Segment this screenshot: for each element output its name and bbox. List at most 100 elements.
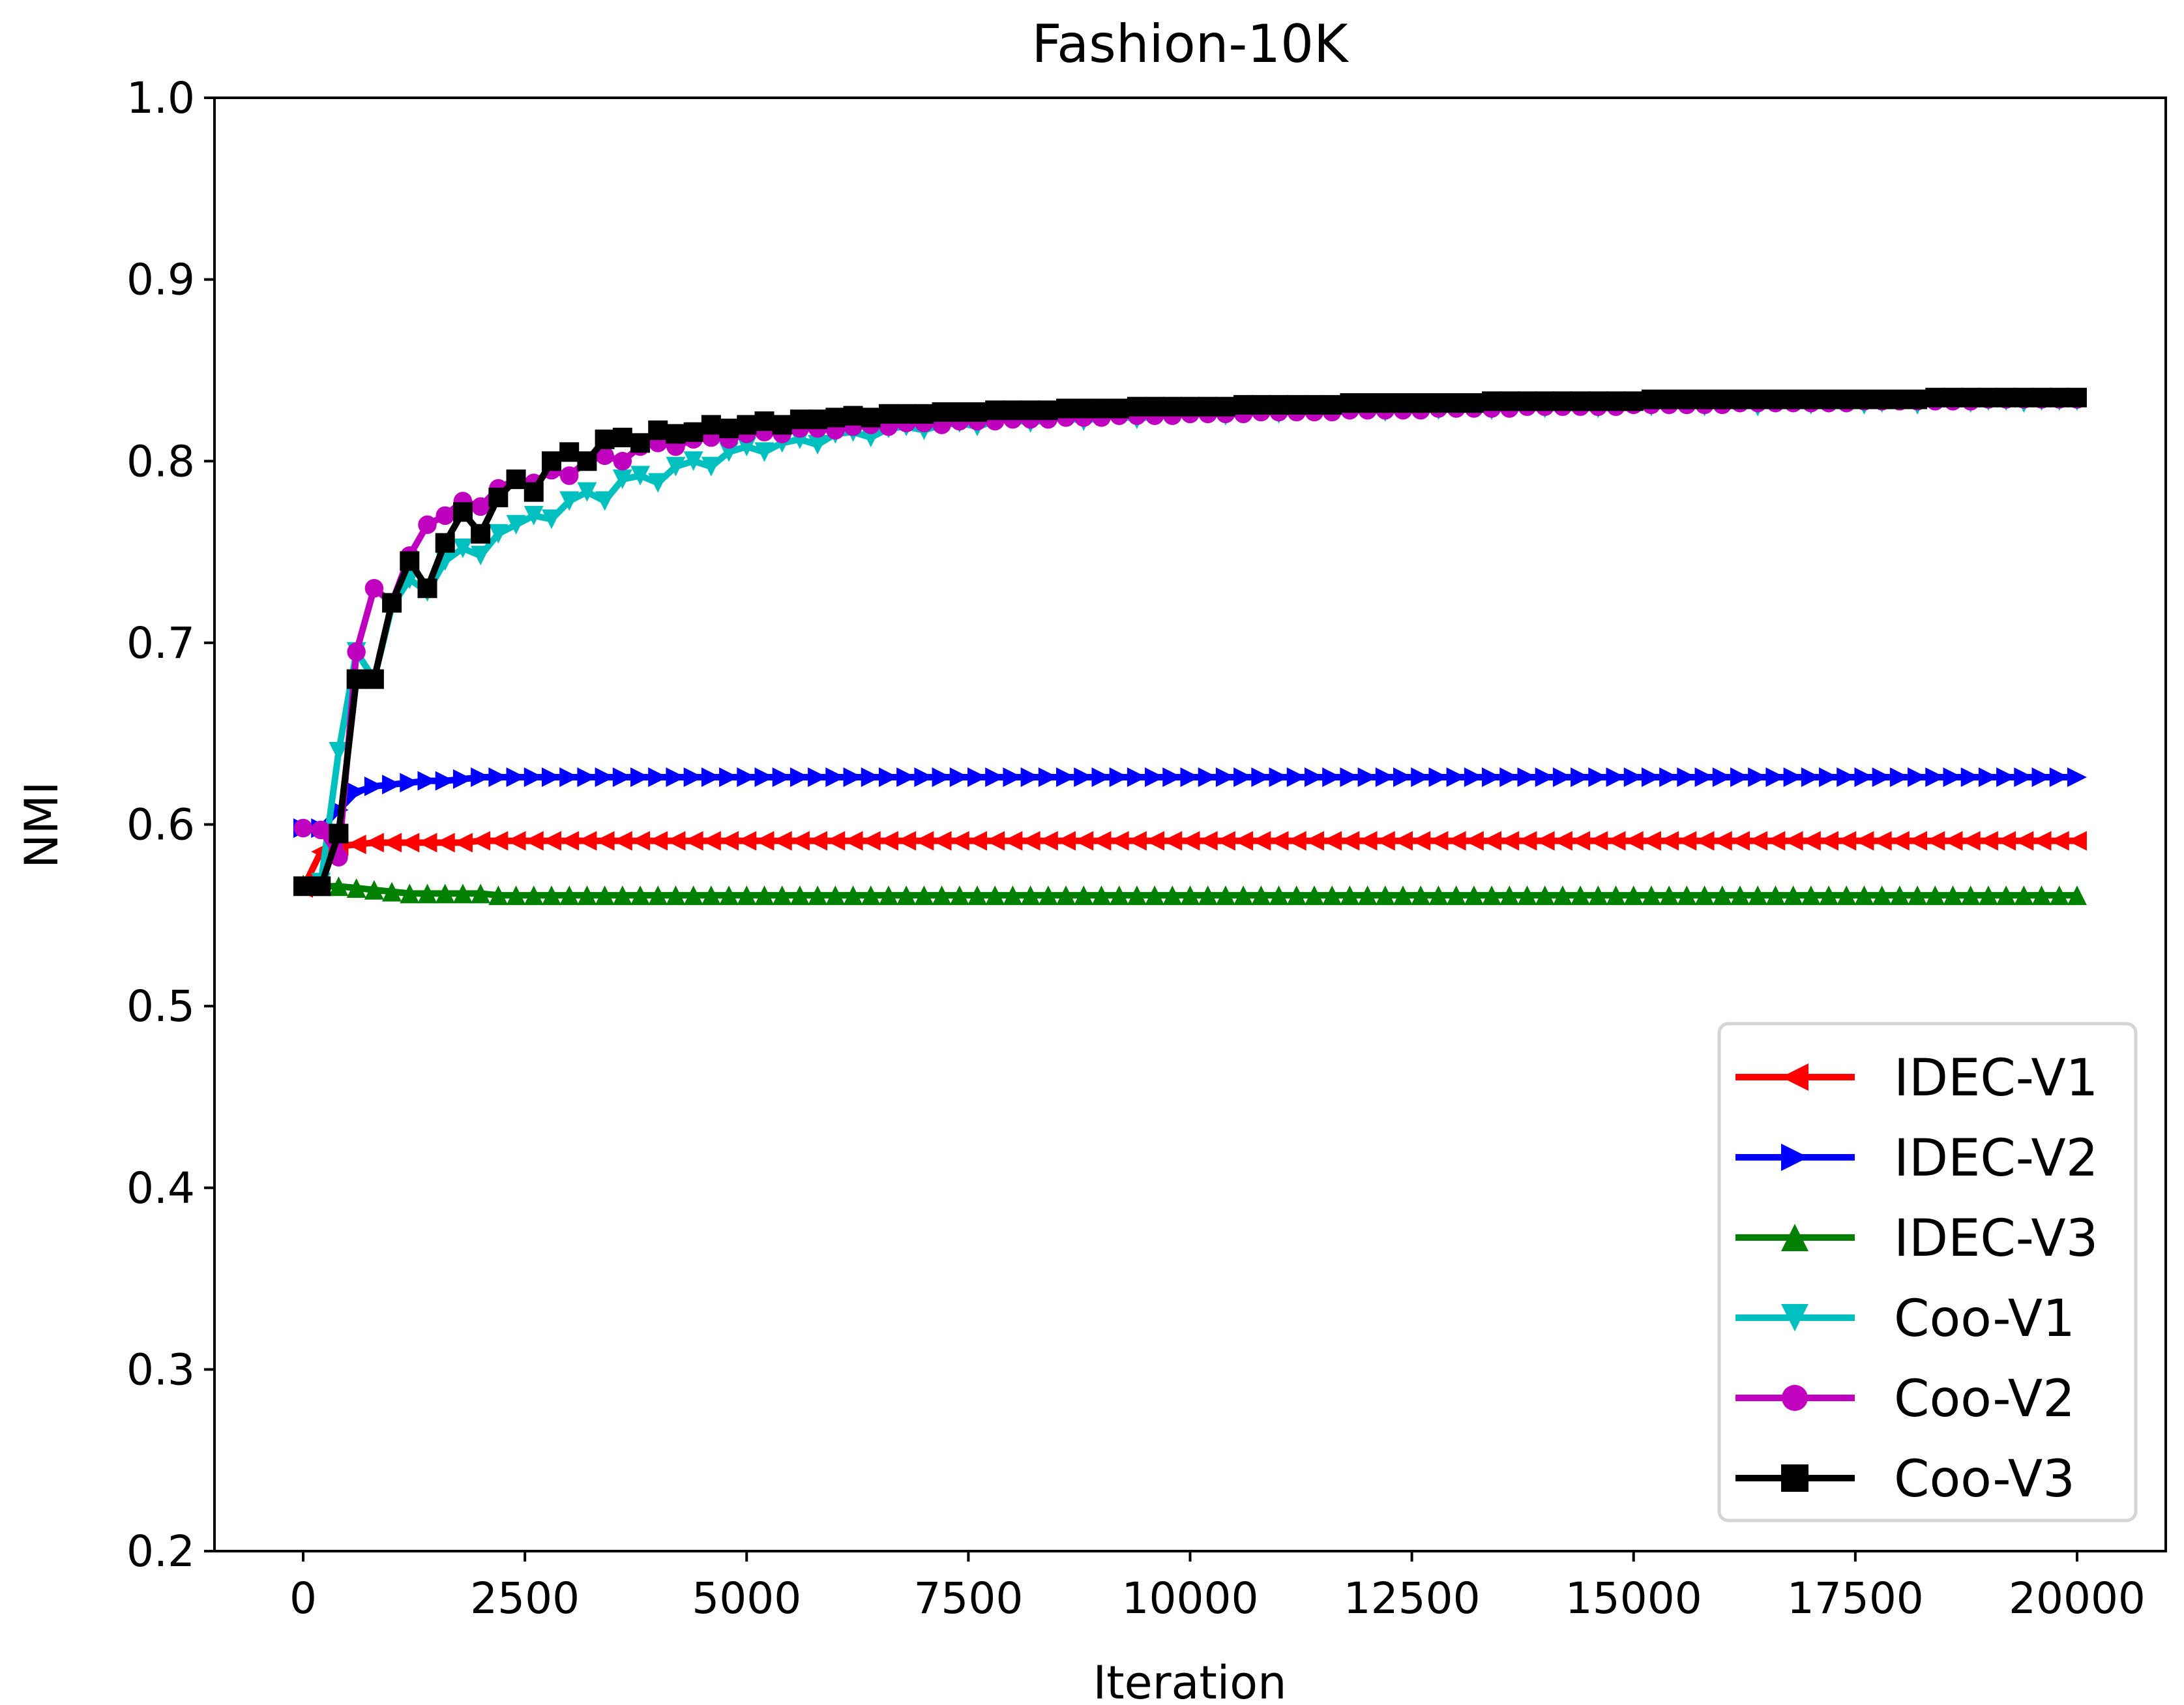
triangle-right-marker bbox=[1251, 767, 1271, 788]
triangle-left-marker bbox=[1517, 831, 1537, 851]
triangle-up-marker bbox=[949, 885, 969, 906]
triangle-up-marker bbox=[825, 885, 846, 906]
triangle-up-marker bbox=[843, 885, 863, 906]
triangle-up-marker bbox=[666, 885, 686, 906]
triangle-right-marker bbox=[1960, 767, 1981, 788]
x-tick-label: 2500 bbox=[470, 1573, 580, 1623]
square-marker bbox=[541, 451, 561, 471]
triangle-right-marker bbox=[506, 767, 526, 788]
triangle-up-marker bbox=[2031, 885, 2052, 906]
series-line bbox=[303, 774, 2077, 832]
triangle-left-marker bbox=[1464, 831, 1484, 851]
triangle-left-marker bbox=[1978, 831, 1998, 851]
square-marker bbox=[985, 400, 1005, 421]
square-marker bbox=[2014, 387, 2034, 408]
series-coo-v1 bbox=[293, 391, 2087, 897]
square-marker bbox=[1003, 400, 1023, 421]
triangle-up-marker bbox=[1730, 885, 1750, 906]
triangle-left-marker bbox=[1056, 831, 1076, 851]
triangle-left-marker bbox=[595, 831, 615, 851]
triangle-right-marker bbox=[1641, 767, 1661, 788]
triangle-up-marker bbox=[1109, 885, 1129, 906]
triangle-left-marker bbox=[1340, 831, 1360, 851]
triangle-right-marker bbox=[1571, 767, 1591, 788]
triangle-right-marker bbox=[1837, 767, 1857, 788]
triangle-right-marker bbox=[1446, 767, 1466, 788]
triangle-up-marker bbox=[506, 885, 526, 906]
square-marker bbox=[1819, 389, 1839, 409]
square-marker bbox=[1996, 387, 2016, 408]
square-marker bbox=[364, 669, 384, 689]
triangle-up-marker bbox=[985, 885, 1005, 906]
square-marker bbox=[1748, 389, 1768, 409]
square-marker bbox=[1978, 387, 1998, 408]
triangle-down-marker bbox=[1781, 1304, 1808, 1331]
triangle-left-marker bbox=[1393, 831, 1413, 851]
triangle-up-marker bbox=[541, 885, 561, 906]
triangle-right-marker bbox=[1162, 767, 1183, 788]
triangle-down-marker bbox=[630, 466, 651, 486]
triangle-left-marker bbox=[1251, 831, 1271, 851]
triangle-right-marker bbox=[861, 767, 881, 788]
triangle-right-marker bbox=[595, 767, 615, 788]
square-marker bbox=[400, 551, 420, 571]
triangle-up-marker bbox=[417, 883, 437, 904]
square-marker bbox=[1960, 387, 1981, 408]
triangle-right-marker bbox=[1180, 767, 1200, 788]
triangle-down-marker bbox=[471, 546, 491, 566]
triangle-up-marker bbox=[612, 885, 632, 906]
legend-label: Coo-V2 bbox=[1894, 1370, 2075, 1429]
square-marker bbox=[1446, 393, 1466, 413]
square-marker bbox=[1357, 393, 1378, 413]
triangle-right-marker bbox=[1145, 767, 1165, 788]
triangle-left-marker bbox=[1837, 831, 1857, 851]
circle-marker bbox=[312, 820, 331, 840]
square-marker bbox=[1020, 400, 1040, 421]
square-marker bbox=[808, 409, 828, 430]
triangle-down-marker bbox=[541, 509, 561, 529]
triangle-left-marker bbox=[683, 831, 703, 851]
triangle-left-marker bbox=[737, 831, 757, 851]
triangle-up-marker bbox=[808, 885, 828, 906]
circle-marker bbox=[471, 497, 490, 516]
legend-entry: IDEC-V1 bbox=[1735, 1049, 2098, 1108]
triangle-right-marker bbox=[2067, 767, 2087, 788]
triangle-up-marker bbox=[1748, 885, 1768, 906]
triangle-up-marker bbox=[1606, 885, 1626, 906]
triangle-right-marker bbox=[1552, 767, 1572, 788]
triangle-right-marker bbox=[1375, 767, 1395, 788]
triangle-down-marker bbox=[559, 491, 580, 511]
square-marker bbox=[293, 876, 314, 897]
square-marker bbox=[737, 415, 757, 435]
triangle-right-marker bbox=[772, 767, 792, 788]
square-marker bbox=[1730, 389, 1750, 409]
y-tick-label: 0.9 bbox=[126, 255, 195, 305]
triangle-left-marker bbox=[471, 831, 491, 851]
triangle-left-marker bbox=[772, 831, 792, 851]
square-marker bbox=[1694, 389, 1715, 409]
triangle-right-marker bbox=[1499, 767, 1520, 788]
series-layer bbox=[293, 387, 2087, 906]
triangle-left-marker bbox=[2031, 831, 2052, 851]
triangle-up-marker bbox=[488, 885, 509, 906]
triangle-up-marker bbox=[471, 883, 491, 904]
triangle-right-marker bbox=[878, 767, 898, 788]
circle-marker bbox=[613, 452, 632, 471]
triangle-right-marker bbox=[1056, 767, 1076, 788]
square-marker bbox=[524, 482, 544, 502]
square-marker bbox=[683, 422, 703, 442]
triangle-left-marker bbox=[1996, 831, 2016, 851]
square-marker bbox=[595, 429, 615, 449]
square-marker bbox=[1783, 389, 1803, 409]
triangle-up-marker bbox=[683, 885, 703, 906]
triangle-up-marker bbox=[1233, 885, 1254, 906]
square-marker bbox=[1286, 394, 1306, 415]
square-marker bbox=[452, 502, 473, 522]
triangle-left-marker bbox=[949, 831, 969, 851]
series-idec-v2 bbox=[293, 767, 2087, 838]
triangle-up-marker bbox=[914, 885, 934, 906]
square-marker bbox=[1765, 389, 1786, 409]
triangle-left-marker bbox=[1781, 1063, 1808, 1091]
triangle-right-marker bbox=[1659, 767, 1679, 788]
triangle-left-marker bbox=[524, 831, 544, 851]
